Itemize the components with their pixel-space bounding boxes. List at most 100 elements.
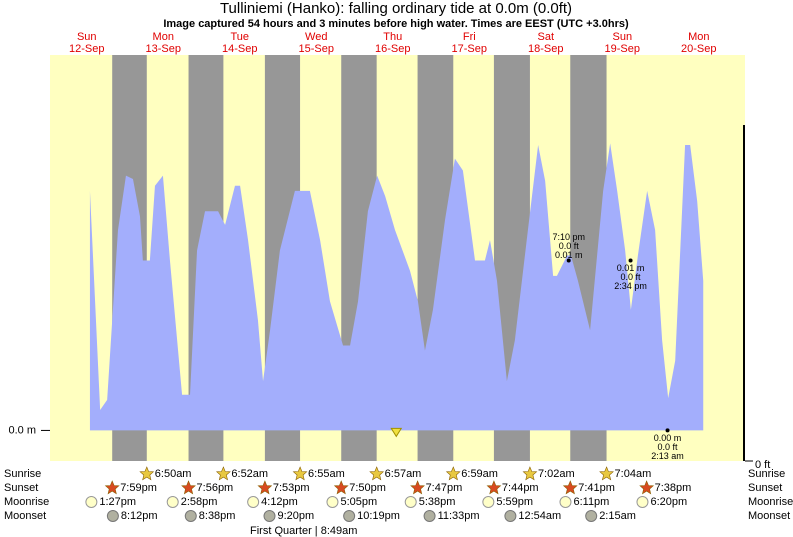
tide-point — [628, 258, 633, 263]
sunset-icon — [562, 480, 578, 495]
moonset-time: 8:12pm — [121, 510, 158, 522]
date-label: 20-Sep — [681, 43, 716, 55]
moonset-time: 12:54am — [518, 510, 561, 522]
moonrise-icon — [404, 496, 417, 508]
row-label: Sunset — [4, 482, 38, 494]
moonrise-time: 6:20pm — [650, 496, 687, 508]
sunrise-icon — [522, 466, 538, 481]
row-label: Sunset — [748, 482, 782, 494]
day-label: Sun — [77, 31, 97, 43]
sunset-time: 7:53pm — [273, 482, 310, 494]
date-label: 14-Sep — [222, 43, 257, 55]
sunset-time: 7:38pm — [655, 482, 692, 494]
moonset-icon — [106, 510, 119, 522]
day-label: Sat — [538, 31, 555, 43]
moonrise-time: 1:27pm — [99, 496, 136, 508]
sunrise-icon — [599, 466, 614, 481]
day-label: Mon — [153, 31, 174, 43]
moonset-icon — [184, 510, 197, 522]
row-label: Sunrise — [4, 468, 41, 480]
date-label: 17-Sep — [452, 43, 487, 55]
tide-point-label: 2:34 pm — [614, 281, 647, 291]
tide-point-label: 7:10 pm — [552, 232, 585, 242]
date-label: 15-Sep — [299, 43, 334, 55]
row-label: Moonset — [748, 510, 790, 522]
sunset-icon — [639, 480, 655, 495]
day-label: Sun — [612, 31, 632, 43]
tide-point — [665, 428, 670, 433]
sunset-icon — [410, 480, 425, 495]
date-label: 19-Sep — [605, 43, 640, 55]
tide-point — [566, 258, 571, 263]
moonset-time: 10:19pm — [357, 510, 400, 522]
date-label: 12-Sep — [69, 43, 104, 55]
moonrise-icon — [559, 496, 572, 508]
sunrise-icon — [445, 466, 461, 481]
sunset-icon — [181, 480, 196, 495]
moonset-icon — [504, 510, 517, 522]
tide-point-label: 0.01 m — [617, 263, 645, 273]
tide-area — [89, 143, 704, 431]
sunrise-time: 7:02am — [538, 468, 575, 480]
date-label: 18-Sep — [528, 43, 563, 55]
capture-marker — [390, 427, 403, 438]
chart-title: Tulliniemi (Hanko): falling ordinary tid… — [220, 0, 572, 17]
sunset-time: 7:50pm — [349, 482, 386, 494]
y-tick-label: 0.0 m — [8, 424, 36, 436]
moonrise-time: 5:38pm — [419, 496, 456, 508]
moonset-icon — [263, 510, 276, 522]
sunrise-icon — [215, 466, 231, 481]
moonrise-icon — [326, 496, 339, 508]
moonset-time: 11:33pm — [438, 510, 480, 522]
sunrise-icon — [369, 466, 385, 481]
chart-subtitle: Image captured 54 hours and 3 minutes be… — [163, 18, 629, 30]
row-label: Moonrise — [748, 496, 793, 508]
sunset-time: 7:47pm — [426, 482, 463, 494]
moonrise-time: 5:05pm — [340, 496, 377, 508]
tide-point-label: 0.0 ft — [658, 442, 679, 452]
day-label: Wed — [305, 31, 327, 43]
moonrise-time: 4:12pm — [261, 496, 298, 508]
moonrise-time: 2:58pm — [181, 496, 218, 508]
moonrise-time: 6:11pm — [573, 496, 609, 508]
moonrise-icon — [166, 496, 179, 508]
sunrise-time: 7:04am — [615, 468, 652, 480]
moonrise-icon — [482, 496, 495, 508]
sunset-time: 7:44pm — [502, 482, 539, 494]
sunset-icon — [486, 480, 502, 495]
moonrise-icon — [247, 496, 260, 508]
sunset-icon — [257, 480, 273, 495]
day-label: Mon — [688, 31, 709, 43]
moonset-icon — [585, 510, 598, 522]
day-label: Fri — [463, 31, 476, 43]
moonrise-time: 5:59pm — [496, 496, 533, 508]
moonset-time: 8:38pm — [199, 510, 236, 522]
sunrise-time: 6:52am — [231, 468, 268, 480]
row-label: Sunrise — [748, 468, 785, 480]
moonset-time: 2:15am — [599, 510, 636, 522]
tide-point-label: 2:13 am — [651, 451, 684, 461]
sunset-time: 7:56pm — [197, 482, 234, 494]
sunrise-time: 6:55am — [308, 468, 345, 480]
sunrise-time: 6:59am — [461, 468, 498, 480]
moonrise-icon — [636, 496, 649, 508]
sunrise-time: 6:57am — [385, 468, 422, 480]
tide-point-label: 0.0 ft — [621, 272, 642, 282]
moonset-icon — [423, 510, 436, 522]
row-label: Moonset — [4, 510, 46, 522]
sunrise-time: 6:50am — [155, 468, 192, 480]
tide-point-label: 0.0 ft — [559, 241, 580, 251]
date-label: 13-Sep — [146, 43, 181, 55]
moonset-time: 9:20pm — [278, 510, 315, 522]
day-label: Thu — [383, 31, 402, 43]
moonset-icon — [343, 510, 356, 522]
tide-point-label: 0.00 m — [654, 433, 682, 443]
sunset-icon — [104, 480, 120, 495]
sunset-time: 7:59pm — [120, 482, 157, 494]
moon-phase: First Quarter | 8:49am — [250, 525, 357, 537]
y2-tick-label: 0 ft — [755, 459, 770, 471]
sunrise-icon — [292, 466, 308, 481]
row-label: Moonrise — [4, 496, 49, 508]
sunset-time: 7:41pm — [578, 482, 615, 494]
